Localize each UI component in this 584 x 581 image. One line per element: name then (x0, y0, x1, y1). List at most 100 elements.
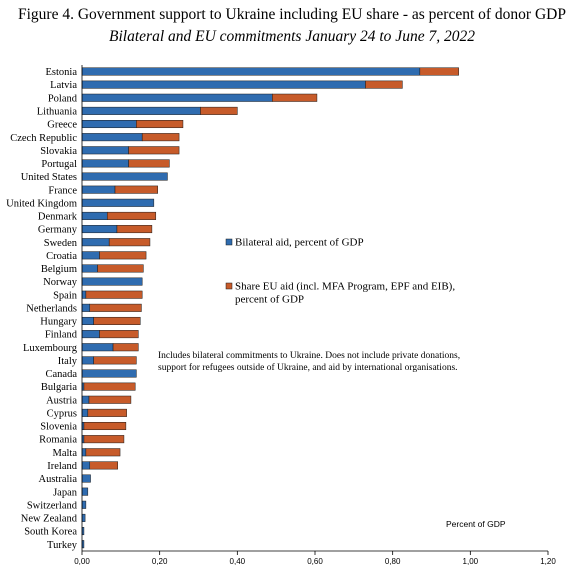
x-tick-label: 0,80 (385, 557, 401, 566)
bar-eu-share (116, 225, 153, 234)
bar-eu-share (99, 251, 147, 260)
category-label: South Korea (24, 527, 77, 538)
category-label: Cyprus (47, 408, 77, 419)
category-label: Czech Republic (10, 133, 77, 144)
bar-bilateral (81, 264, 98, 273)
category-label: Sweden (44, 238, 78, 249)
bar-bilateral (81, 395, 90, 404)
bar-bilateral (81, 251, 100, 260)
bar-eu-share (365, 80, 403, 89)
x-tick-label: 0,00 (74, 557, 90, 566)
category-label: Austria (46, 395, 77, 406)
category-label: Bulgaria (41, 382, 77, 393)
category-label: France (48, 185, 77, 196)
bar-bilateral (81, 133, 143, 142)
category-label: Lithuania (37, 106, 78, 117)
bar-eu-share (99, 330, 139, 339)
bar-bilateral (81, 290, 87, 299)
bar-eu-share (85, 448, 121, 457)
bar-bilateral (81, 408, 89, 417)
category-label: Estonia (46, 67, 78, 78)
category-label: Australia (39, 474, 78, 485)
bar-eu-share (89, 461, 118, 470)
bar-eu-share (83, 382, 136, 391)
category-label: United States (21, 172, 77, 183)
bar-bilateral (81, 316, 94, 325)
bar-bilateral (81, 172, 168, 181)
bar-eu-share (112, 343, 139, 352)
bar-bilateral (81, 461, 91, 470)
legend: Bilateral aid, percent of GDP Share EU ai… (225, 237, 455, 306)
note-line: support for refugees outside of Ukraine,… (158, 362, 458, 373)
category-label: Germany (38, 225, 78, 236)
bar-bilateral (81, 500, 87, 509)
bar-bilateral (81, 185, 116, 194)
bar-bilateral (81, 211, 108, 220)
category-label: Romania (39, 435, 77, 446)
bar-eu-share (419, 67, 459, 76)
category-label: Portugal (41, 159, 77, 170)
bar-eu-share (85, 290, 143, 299)
x-tick-label: 0,20 (152, 557, 168, 566)
bar-bilateral (81, 369, 137, 378)
category-label: Slovakia (40, 146, 77, 157)
bar-eu-share (128, 159, 170, 168)
category-label: New Zealand (21, 514, 78, 525)
x-tick-label: 0,40 (230, 557, 246, 566)
bar-eu-share (272, 93, 318, 102)
note-line: Includes bilateral commitments to Ukrain… (158, 351, 460, 361)
bar-eu-share (83, 422, 127, 431)
legend-label-bilateral: Bilateral aid, percent of GDP (235, 237, 364, 249)
category-labels: Estonia Latvia Poland Lithuania Greece Czech … (6, 67, 78, 551)
bar-bilateral (81, 93, 273, 102)
bar-eu-share (93, 316, 141, 325)
category-label: Italy (58, 356, 78, 367)
legend-label-eu-share-line2: percent of GDP (235, 294, 304, 306)
bar-bilateral (81, 225, 118, 234)
bar-eu-share (87, 408, 127, 417)
category-label: Latvia (50, 80, 77, 91)
chart-title: Figure 4. Government support to Ukraine … (18, 6, 566, 23)
category-label: Greece (47, 120, 77, 131)
category-label: Denmark (38, 212, 78, 223)
bar-eu-share (114, 185, 158, 194)
bar-bilateral (81, 448, 87, 457)
category-label: Malta (53, 448, 78, 459)
category-label: Croatia (46, 251, 77, 262)
bar-bilateral (81, 106, 201, 115)
x-tick-label: 1,00 (463, 557, 479, 566)
bar-eu-share (141, 133, 180, 142)
chart-subtitle: Bilateral and EU commitments January 24 … (109, 28, 475, 45)
x-tick-label: 0,60 (307, 557, 323, 566)
category-label: Norway (43, 277, 78, 288)
x-axis-label: Percent of GDP (446, 519, 506, 529)
category-label: Canada (46, 369, 78, 380)
category-label: Slovenia (40, 422, 77, 433)
bar-eu-share (128, 146, 180, 155)
category-label: Poland (48, 93, 78, 104)
category-label: Spain (53, 290, 78, 301)
bar-eu-share (97, 264, 144, 273)
category-label: Luxembourg (23, 343, 78, 354)
bars-group (81, 67, 459, 549)
bar-bilateral (81, 513, 86, 522)
bar-bilateral (81, 303, 91, 312)
category-label: Finland (45, 330, 78, 341)
category-label: Switzerland (27, 500, 78, 511)
x-axis: 0,00 0,20 0,40 0,60 0,80 1,00 1,20 (74, 65, 556, 566)
bar-eu-share (93, 356, 137, 365)
bar-bilateral (81, 238, 110, 247)
bar-eu-share (108, 238, 151, 247)
bar-bilateral (81, 80, 366, 89)
x-tick-label: 1,20 (540, 557, 556, 566)
bar-eu-share (88, 395, 132, 404)
bar-eu-share (106, 211, 157, 220)
legend-label-eu-share: Share EU aid (incl. MFA Program, EPF and… (235, 281, 455, 293)
category-label: Japan (53, 487, 78, 498)
bar-bilateral (81, 198, 155, 207)
bar-bilateral (81, 356, 94, 365)
bar-eu-share (136, 120, 184, 129)
bar-bilateral (81, 146, 129, 155)
category-label: Netherlands (26, 303, 77, 314)
